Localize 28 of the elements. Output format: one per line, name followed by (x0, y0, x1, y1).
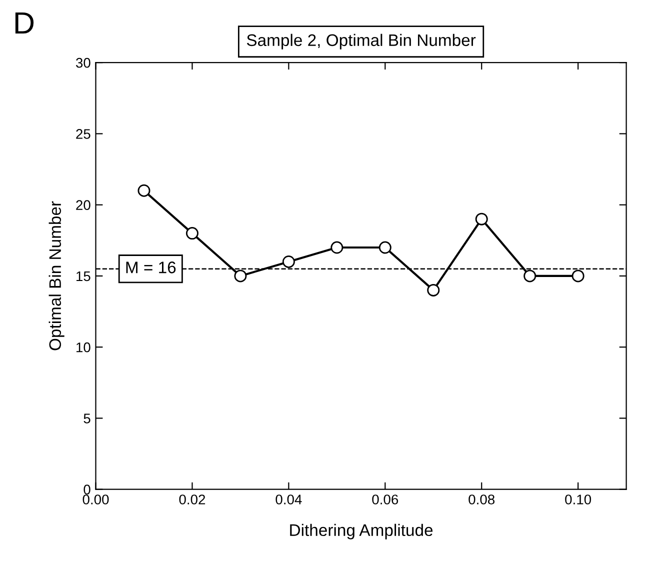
point (282, 255, 295, 268)
x-tick-label: 0.00 (82, 494, 109, 504)
point (572, 270, 584, 282)
x-tick-label: 0.04 (276, 494, 302, 504)
point (330, 241, 344, 254)
point (524, 270, 536, 282)
y-tick-label: 10 (76, 342, 90, 352)
y-tick-label: 25 (76, 129, 90, 139)
y-tick-label: 0 (84, 484, 90, 495)
y-tick-label: 20 (76, 200, 90, 210)
x-tick-label: 0.08 (468, 494, 495, 504)
point (378, 241, 392, 254)
text: D (15, 12, 34, 34)
chart-title: Sample 2, Optimal Bin Number (246, 34, 476, 50)
y-tick-label: 5 (84, 414, 90, 424)
point (475, 212, 488, 226)
y-tick-label: 15 (76, 271, 90, 282)
x-tick-label: 0.10 (565, 494, 592, 504)
point (234, 270, 247, 282)
point (186, 227, 198, 240)
y-axis-title: Optimal Bin Number (48, 201, 64, 350)
ref-line-label: M = 16 (126, 262, 176, 274)
point (427, 284, 440, 296)
x-tick-label: 0.02 (179, 494, 206, 504)
x-axis-title: Dithering Amplitude (290, 524, 433, 540)
y-tick-label: 30 (76, 58, 90, 68)
x-tick-label: 0.06 (372, 494, 398, 504)
point (138, 184, 150, 197)
